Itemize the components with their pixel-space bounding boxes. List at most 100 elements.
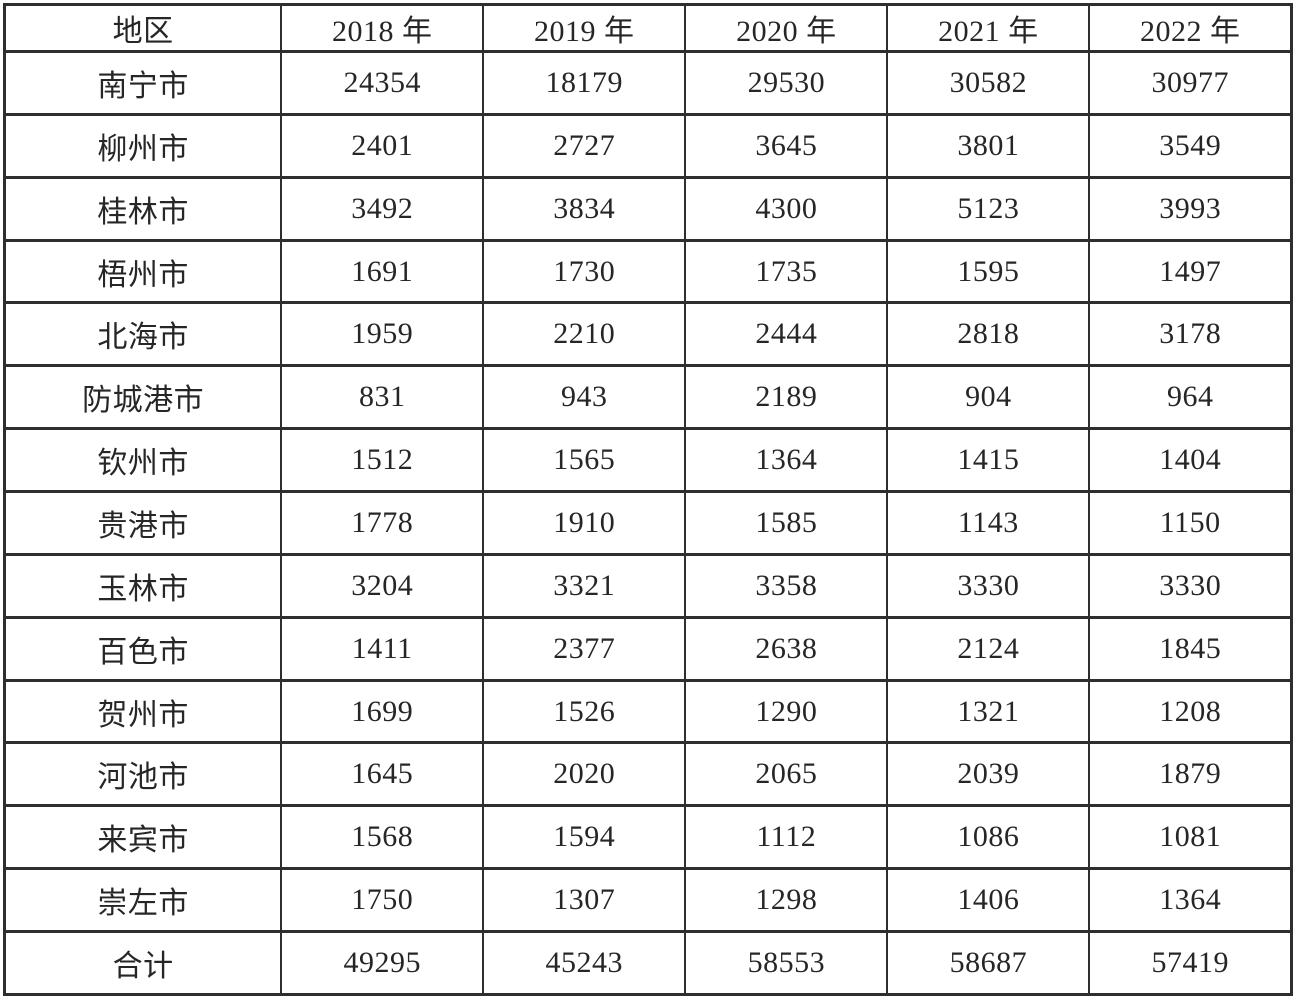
- region-cell: 桂林市: [3, 175, 283, 242]
- value-cell: 1699: [280, 678, 485, 745]
- value-cell: 2377: [482, 615, 687, 682]
- table-row: 防城港市 831 943 2189 904 964: [3, 364, 1293, 431]
- value-cell: 3321: [482, 552, 687, 619]
- value-cell: 1307: [482, 867, 687, 934]
- value-cell: 1404: [1088, 427, 1293, 494]
- value-cell: 1585: [684, 490, 889, 556]
- column-header-2018: 2018 年: [280, 3, 485, 53]
- region-cell: 来宾市: [3, 804, 283, 871]
- value-cell: 3834: [482, 175, 687, 242]
- value-cell: 3645: [684, 112, 889, 179]
- table-row: 柳州市 2401 2727 3645 3801 3549: [3, 112, 1293, 179]
- header-row: 地区 2018 年 2019 年 2020 年 2021 年 2022 年: [3, 3, 1293, 53]
- table-row: 钦州市 1512 1565 1364 1415 1404: [3, 427, 1293, 494]
- value-cell: 1910: [482, 490, 687, 556]
- region-cell: 百色市: [3, 615, 283, 682]
- value-cell: 3492: [280, 175, 485, 242]
- table-row: 河池市 1645 2020 2065 2039 1879: [3, 741, 1293, 808]
- value-cell: 2020: [482, 741, 687, 808]
- value-cell: 831: [280, 364, 485, 431]
- column-header-2020: 2020 年: [684, 3, 889, 53]
- region-cell: 贺州市: [3, 678, 283, 745]
- value-cell: 1364: [684, 427, 889, 494]
- table-row: 梧州市 1691 1730 1735 1595 1497: [3, 238, 1293, 305]
- column-header-region: 地区: [3, 3, 283, 53]
- table-row: 百色市 1411 2377 2638 2124 1845: [3, 615, 1293, 682]
- value-cell: 1406: [886, 867, 1091, 934]
- value-cell: 2727: [482, 112, 687, 179]
- region-cell: 崇左市: [3, 867, 283, 934]
- total-value-cell: 45243: [482, 930, 687, 996]
- value-cell: 2210: [482, 301, 687, 368]
- table-row: 来宾市 1568 1594 1112 1086 1081: [3, 804, 1293, 871]
- value-cell: 1730: [482, 238, 687, 305]
- value-cell: 1364: [1088, 867, 1293, 934]
- value-cell: 1497: [1088, 238, 1293, 305]
- value-cell: 1568: [280, 804, 485, 871]
- value-cell: 29530: [684, 50, 889, 116]
- region-cell: 玉林市: [3, 552, 283, 619]
- value-cell: 30977: [1088, 50, 1293, 116]
- region-cell: 钦州市: [3, 427, 283, 494]
- value-cell: 5123: [886, 175, 1091, 242]
- value-cell: 18179: [482, 50, 687, 116]
- value-cell: 1595: [886, 238, 1091, 305]
- value-cell: 2124: [886, 615, 1091, 682]
- value-cell: 1526: [482, 678, 687, 745]
- region-cell: 南宁市: [3, 50, 283, 116]
- total-value-cell: 49295: [280, 930, 485, 996]
- value-cell: 904: [886, 364, 1091, 431]
- value-cell: 1512: [280, 427, 485, 494]
- value-cell: 1143: [886, 490, 1091, 556]
- value-cell: 1298: [684, 867, 889, 934]
- total-value-cell: 58553: [684, 930, 889, 996]
- value-cell: 1208: [1088, 678, 1293, 745]
- table-row: 桂林市 3492 3834 4300 5123 3993: [3, 175, 1293, 242]
- value-cell: 2065: [684, 741, 889, 808]
- value-cell: 1415: [886, 427, 1091, 494]
- column-header-2019: 2019 年: [482, 3, 687, 53]
- region-cell: 贵港市: [3, 490, 283, 556]
- value-cell: 3178: [1088, 301, 1293, 368]
- value-cell: 1081: [1088, 804, 1293, 871]
- value-cell: 30582: [886, 50, 1091, 116]
- value-cell: 3801: [886, 112, 1091, 179]
- total-label-cell: 合计: [3, 930, 283, 996]
- region-cell: 柳州市: [3, 112, 283, 179]
- table-row: 贺州市 1699 1526 1290 1321 1208: [3, 678, 1293, 745]
- value-cell: 1086: [886, 804, 1091, 871]
- value-cell: 1411: [280, 615, 485, 682]
- value-cell: 1321: [886, 678, 1091, 745]
- value-cell: 964: [1088, 364, 1293, 431]
- value-cell: 1735: [684, 238, 889, 305]
- value-cell: 2189: [684, 364, 889, 431]
- value-cell: 3993: [1088, 175, 1293, 242]
- total-value-cell: 57419: [1088, 930, 1293, 996]
- column-header-2021: 2021 年: [886, 3, 1091, 53]
- value-cell: 2818: [886, 301, 1091, 368]
- value-cell: 1845: [1088, 615, 1293, 682]
- column-header-2022: 2022 年: [1088, 3, 1293, 53]
- value-cell: 1565: [482, 427, 687, 494]
- value-cell: 1594: [482, 804, 687, 871]
- value-cell: 1750: [280, 867, 485, 934]
- total-row: 合计 49295 45243 58553 58687 57419: [3, 930, 1293, 996]
- total-value-cell: 58687: [886, 930, 1091, 996]
- region-cell: 北海市: [3, 301, 283, 368]
- region-cell: 河池市: [3, 741, 283, 808]
- table-row: 崇左市 1750 1307 1298 1406 1364: [3, 867, 1293, 934]
- table-row: 玉林市 3204 3321 3358 3330 3330: [3, 552, 1293, 619]
- value-cell: 2638: [684, 615, 889, 682]
- table-row: 贵港市 1778 1910 1585 1143 1150: [3, 490, 1293, 556]
- table-row: 南宁市 24354 18179 29530 30582 30977: [3, 50, 1293, 116]
- value-cell: 1778: [280, 490, 485, 556]
- value-cell: 4300: [684, 175, 889, 242]
- value-cell: 1112: [684, 804, 889, 871]
- value-cell: 1879: [1088, 741, 1293, 808]
- value-cell: 3549: [1088, 112, 1293, 179]
- value-cell: 1691: [280, 238, 485, 305]
- value-cell: 2444: [684, 301, 889, 368]
- value-cell: 3330: [886, 552, 1091, 619]
- value-cell: 3358: [684, 552, 889, 619]
- region-year-data-table: 地区 2018 年 2019 年 2020 年 2021 年 2022 年 南宁…: [3, 3, 1293, 996]
